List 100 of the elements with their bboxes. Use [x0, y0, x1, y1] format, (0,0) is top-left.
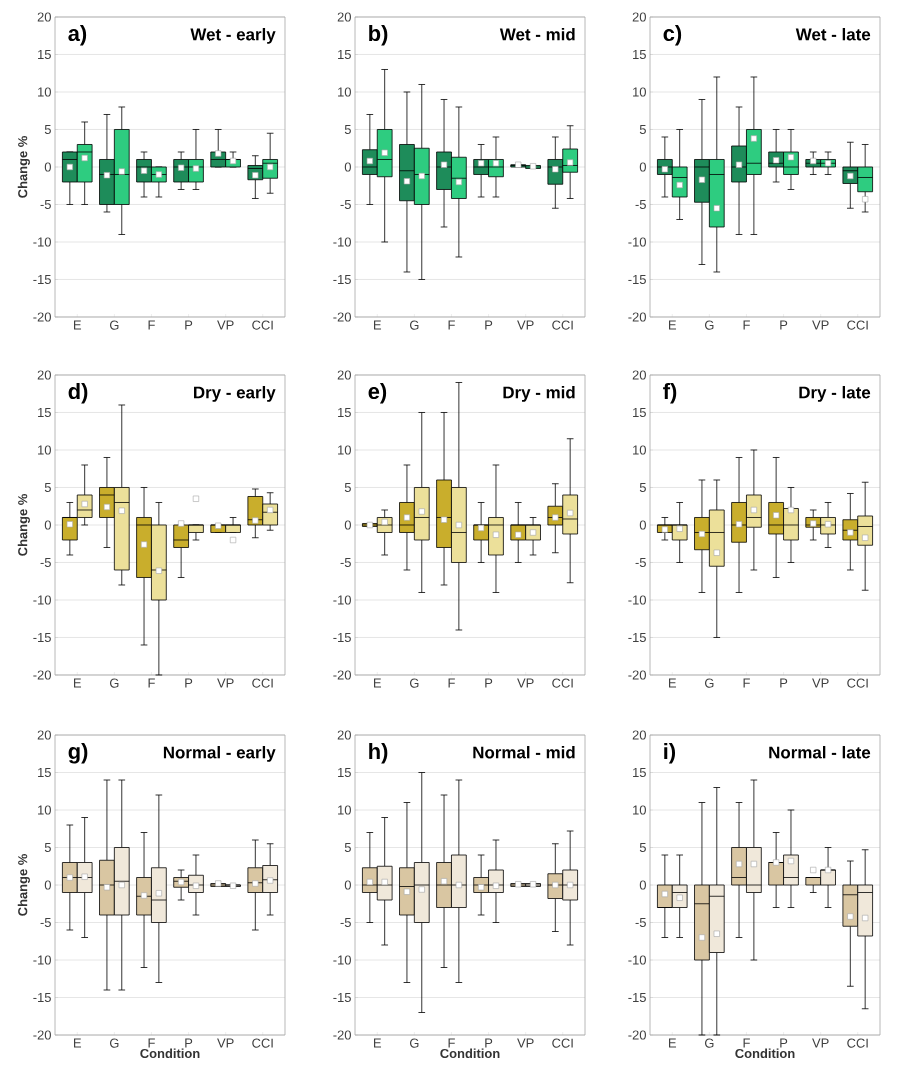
x-tick-label: F [148, 1038, 155, 1048]
y-tick-label: -15 [628, 992, 646, 1003]
y-tick-label: -15 [33, 632, 51, 643]
x-tick-label: F [448, 678, 455, 688]
x-tick-label: F [448, 320, 455, 330]
text: Dry - mid [503, 386, 575, 402]
y-tick-label: 20 [337, 370, 351, 380]
y-tick-label: 20 [632, 12, 646, 22]
x-tick-label: E [374, 1038, 382, 1048]
x-tick-label: CCI [552, 678, 573, 688]
x-tick-label: VP [812, 320, 829, 330]
x-tick-label: VP [517, 678, 534, 688]
y-tick-label: -10 [333, 237, 351, 247]
text: Wet - late [795, 28, 871, 41]
y-tick-label: -15 [333, 274, 351, 285]
y-tick-label: -5 [40, 557, 51, 568]
text: Dry - early [194, 386, 276, 402]
y-tick-label: -10 [33, 955, 51, 965]
y-tick-label: 0 [639, 162, 646, 172]
y-tick-label: -20 [333, 1030, 351, 1040]
y-tick-label: -5 [635, 557, 646, 568]
y-tick-label: -5 [340, 199, 351, 210]
text: Dry - late [799, 386, 871, 402]
x-tick-label: P [780, 678, 788, 688]
y-tick-label: 10 [633, 445, 646, 455]
y-tick-label: -5 [340, 917, 351, 928]
x-tick-label: P [780, 1038, 788, 1048]
y-tick-label: 20 [37, 12, 51, 22]
text: Wet - mid [499, 28, 575, 41]
y-tick-label: 15 [38, 49, 51, 60]
annotation: d) [68, 383, 88, 404]
y-tick-label: 15 [633, 49, 646, 60]
y-tick-label: -10 [628, 955, 646, 965]
x-tick-label: CCI [847, 320, 868, 330]
y-tick-label: -15 [628, 274, 646, 285]
y-tick-label: 0 [639, 520, 646, 530]
x-tick-label: P [185, 678, 193, 688]
x-tick-label: CCI [847, 1038, 868, 1048]
y-tick-label: 5 [44, 842, 51, 853]
y-tick-label: 20 [37, 370, 51, 380]
x-tick-label: E [669, 1038, 677, 1048]
x-tick-label: G [109, 678, 119, 688]
x-tick-label: F [743, 678, 750, 688]
y-tick-label: 10 [633, 805, 646, 815]
text: Normal - mid [473, 746, 575, 759]
y-tick-label: -10 [333, 595, 351, 605]
x-tick-label: E [74, 1038, 82, 1048]
x-tick-label: CCI [552, 1038, 573, 1048]
y-tick-label: 5 [44, 482, 51, 493]
y-tick-label: 5 [639, 842, 646, 853]
x-tick-label: VP [517, 1038, 534, 1048]
y-axis-title: Change % [17, 136, 30, 198]
y-tick-label: -15 [333, 992, 351, 1003]
y-tick-label: 0 [344, 880, 351, 890]
y-tick-label: 0 [44, 162, 51, 172]
y-tick-label: -10 [333, 955, 351, 965]
y-tick-label: 15 [38, 407, 51, 418]
annotation: c) [663, 25, 682, 46]
text: Normal - early [163, 746, 276, 762]
x-tick-label: F [148, 678, 155, 688]
y-tick-label: -15 [333, 632, 351, 643]
x-tick-label: VP [812, 1038, 829, 1048]
y-tick-label: 0 [44, 880, 51, 890]
x-tick-label: G [109, 320, 119, 330]
y-tick-label: -20 [333, 670, 351, 680]
x-tick-label: P [485, 1038, 493, 1048]
annotation: i) [664, 743, 676, 764]
x-tick-label: P [185, 1038, 193, 1048]
x-axis-title: Condition [735, 1048, 795, 1059]
x-tick-label: CCI [252, 1038, 273, 1048]
y-tick-label: 5 [344, 842, 351, 853]
x-axis-title: Condition [440, 1048, 500, 1059]
x-tick-label: G [704, 1038, 714, 1048]
y-tick-label: 20 [632, 730, 646, 740]
x-tick-label: G [409, 320, 419, 330]
x-tick-label: CCI [252, 320, 273, 330]
x-tick-label: E [374, 320, 382, 330]
y-tick-label: 10 [633, 87, 646, 97]
x-tick-label: VP [217, 320, 234, 330]
x-tick-label: G [704, 678, 714, 688]
y-tick-label: 20 [337, 730, 351, 740]
y-tick-label: 10 [38, 805, 51, 815]
annotation: b) [369, 25, 388, 46]
x-tick-label: P [780, 320, 788, 330]
y-tick-label: 5 [639, 482, 646, 493]
annotation: f) [663, 383, 677, 404]
y-tick-label: -15 [628, 632, 646, 643]
y-tick-label: 15 [338, 767, 351, 778]
y-tick-label: 5 [44, 124, 51, 135]
y-tick-label: -20 [628, 312, 646, 322]
x-tick-label: E [74, 678, 82, 688]
y-tick-label: 10 [38, 445, 51, 455]
text: Normal - late [769, 746, 871, 759]
x-tick-label: VP [812, 678, 829, 688]
x-tick-label: E [374, 678, 382, 688]
x-tick-label: E [669, 678, 677, 688]
y-tick-label: -5 [635, 917, 646, 928]
y-tick-label: 5 [639, 124, 646, 135]
x-tick-label: VP [517, 320, 534, 330]
y-tick-label: -15 [33, 274, 51, 285]
